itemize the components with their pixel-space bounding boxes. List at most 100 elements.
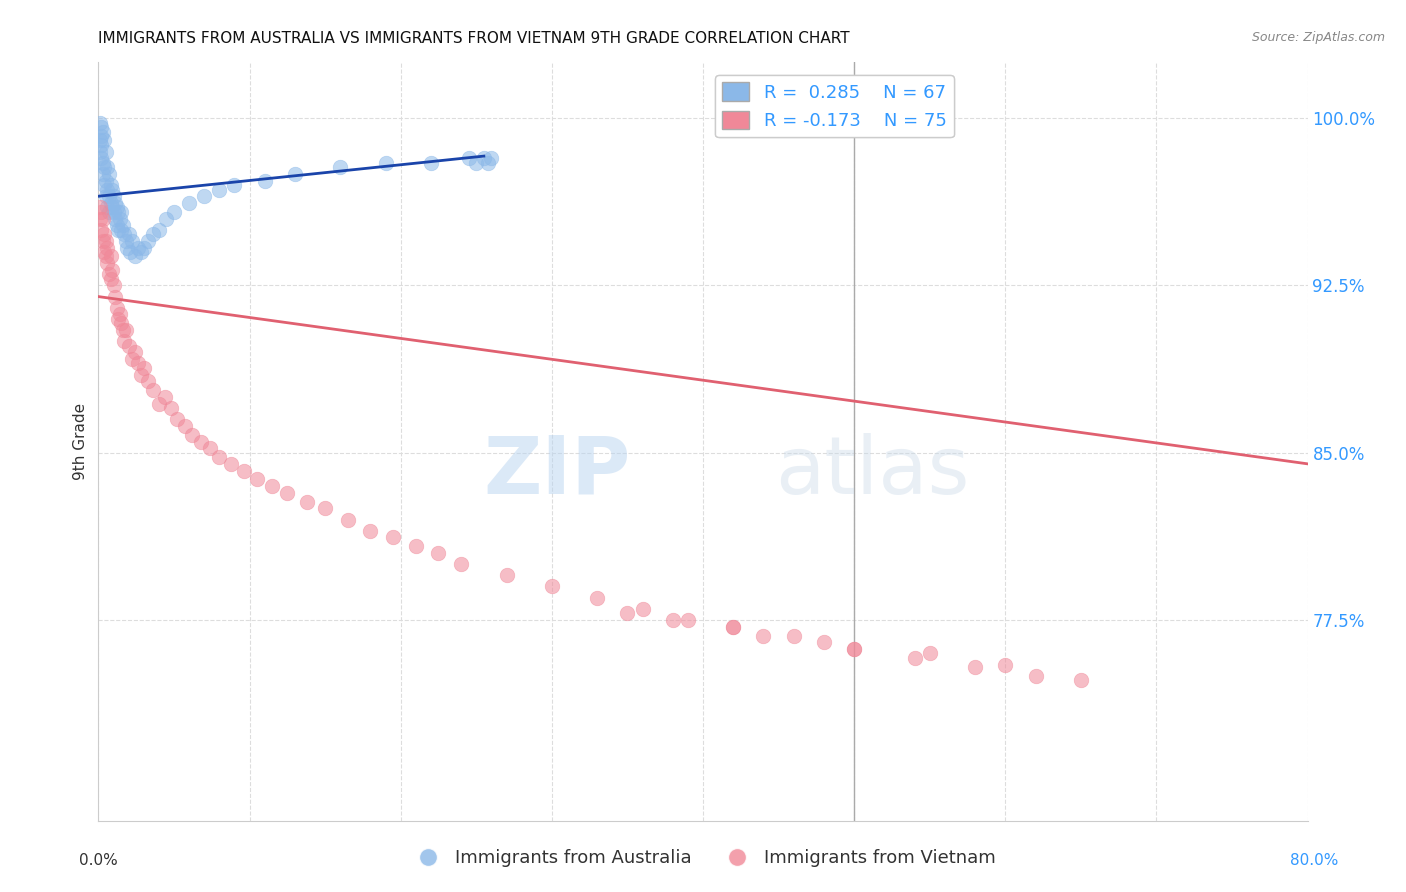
Point xyxy=(112,227,135,241)
Point xyxy=(124,345,146,359)
Point xyxy=(90,128,112,143)
Point xyxy=(110,316,132,330)
Point xyxy=(107,222,129,236)
Point xyxy=(94,145,117,159)
Point xyxy=(91,124,114,138)
Point xyxy=(457,151,479,165)
Point xyxy=(91,155,114,169)
Point xyxy=(329,160,352,174)
Text: IMMIGRANTS FROM AUSTRALIA VS IMMIGRANTS FROM VIETNAM 9TH GRADE CORRELATION CHART: IMMIGRANTS FROM AUSTRALIA VS IMMIGRANTS … xyxy=(98,31,851,46)
Point xyxy=(450,557,472,571)
Point xyxy=(918,647,941,661)
Point xyxy=(94,250,117,264)
Point xyxy=(98,189,121,203)
Point xyxy=(93,133,115,147)
Point xyxy=(136,234,159,248)
Point xyxy=(253,173,276,187)
Point xyxy=(89,115,111,129)
Point xyxy=(93,227,115,241)
Point xyxy=(121,351,143,366)
Point xyxy=(93,244,115,259)
Point xyxy=(166,412,188,426)
Point xyxy=(120,244,142,259)
Point xyxy=(148,222,170,236)
Legend: R =  0.285    N = 67, R = -0.173    N = 75: R = 0.285 N = 67, R = -0.173 N = 75 xyxy=(716,75,953,137)
Point xyxy=(90,120,112,134)
Point xyxy=(179,196,201,211)
Point xyxy=(723,619,745,633)
Point xyxy=(118,338,141,352)
Point xyxy=(94,234,117,248)
Point xyxy=(101,262,124,277)
Point xyxy=(965,660,987,674)
Point xyxy=(94,189,117,203)
Point xyxy=(89,201,111,215)
Point xyxy=(129,368,152,382)
Point xyxy=(90,205,112,219)
Point xyxy=(844,642,866,657)
Point xyxy=(103,278,125,293)
Point xyxy=(111,323,134,337)
Point xyxy=(994,657,1017,672)
Point xyxy=(481,151,503,165)
Point xyxy=(155,211,177,226)
Point xyxy=(121,234,143,248)
Point xyxy=(112,334,135,348)
Point xyxy=(129,244,152,259)
Point xyxy=(100,271,122,285)
Point xyxy=(723,619,745,633)
Point xyxy=(465,155,488,169)
Point xyxy=(91,167,114,181)
Point xyxy=(98,267,121,281)
Point xyxy=(98,167,121,181)
Point xyxy=(374,155,396,169)
Point xyxy=(114,234,136,248)
Point xyxy=(136,374,159,388)
Point xyxy=(616,607,638,621)
Point xyxy=(100,178,122,192)
Point xyxy=(314,501,336,516)
Point xyxy=(676,613,699,627)
Point xyxy=(108,307,131,321)
Point xyxy=(89,133,111,147)
Point xyxy=(284,167,307,181)
Point xyxy=(208,182,231,196)
Point xyxy=(96,240,118,255)
Point xyxy=(100,196,122,211)
Point xyxy=(103,189,125,203)
Text: ZIP: ZIP xyxy=(484,433,630,511)
Point xyxy=(101,182,124,196)
Point xyxy=(148,396,170,410)
Point xyxy=(472,151,495,165)
Point xyxy=(90,138,112,153)
Point xyxy=(232,464,254,478)
Point xyxy=(173,419,195,434)
Point xyxy=(193,189,215,203)
Point xyxy=(360,524,382,538)
Text: atlas: atlas xyxy=(776,433,970,511)
Y-axis label: 9th Grade: 9th Grade xyxy=(73,403,89,480)
Point xyxy=(105,301,128,315)
Point xyxy=(221,457,243,471)
Point xyxy=(181,427,204,442)
Point xyxy=(200,442,222,455)
Point xyxy=(153,390,176,404)
Point xyxy=(163,205,186,219)
Point xyxy=(105,201,128,215)
Point xyxy=(114,323,136,337)
Point xyxy=(107,205,129,219)
Point xyxy=(904,651,927,665)
Point xyxy=(115,240,138,255)
Point xyxy=(208,450,231,465)
Point xyxy=(142,384,165,398)
Point xyxy=(844,642,866,657)
Point xyxy=(110,205,132,219)
Point xyxy=(752,628,775,642)
Point xyxy=(132,240,155,255)
Point xyxy=(104,196,127,211)
Point xyxy=(89,145,111,159)
Text: Source: ZipAtlas.com: Source: ZipAtlas.com xyxy=(1251,31,1385,45)
Point xyxy=(477,155,499,169)
Point xyxy=(105,218,128,232)
Point xyxy=(586,591,609,605)
